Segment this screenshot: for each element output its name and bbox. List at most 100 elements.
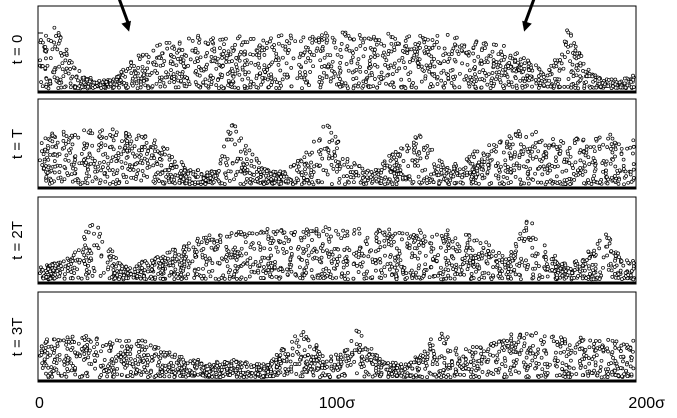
point xyxy=(481,245,486,250)
point xyxy=(305,178,310,182)
point xyxy=(274,51,279,56)
point xyxy=(556,164,560,169)
point xyxy=(631,338,636,343)
point xyxy=(134,81,139,86)
point xyxy=(560,169,565,174)
point xyxy=(184,178,189,183)
point xyxy=(209,80,214,84)
point xyxy=(111,255,116,259)
point xyxy=(447,168,452,173)
point xyxy=(370,374,375,379)
point xyxy=(471,51,475,56)
point xyxy=(528,153,533,158)
point xyxy=(187,176,192,181)
point xyxy=(92,269,97,273)
point xyxy=(476,54,481,59)
point xyxy=(156,345,161,350)
point xyxy=(116,151,121,155)
point xyxy=(66,339,71,344)
point xyxy=(536,277,541,281)
point xyxy=(314,231,319,236)
point xyxy=(255,231,259,236)
point xyxy=(621,263,626,268)
point xyxy=(545,171,550,175)
point xyxy=(226,83,230,88)
point xyxy=(308,36,312,41)
point xyxy=(234,56,239,60)
point xyxy=(293,272,298,277)
point xyxy=(425,66,430,71)
point xyxy=(210,171,215,176)
point xyxy=(491,265,495,269)
point xyxy=(199,362,204,366)
point xyxy=(471,45,476,50)
point xyxy=(597,76,602,81)
point xyxy=(110,155,115,160)
point xyxy=(77,260,82,265)
point xyxy=(483,46,487,51)
point xyxy=(234,62,238,67)
point xyxy=(452,276,457,281)
point xyxy=(49,168,54,173)
point xyxy=(418,45,422,50)
point xyxy=(233,245,237,250)
point xyxy=(455,249,459,254)
point xyxy=(155,255,160,259)
point xyxy=(219,84,224,89)
point xyxy=(487,243,492,248)
point xyxy=(101,152,105,157)
point xyxy=(610,150,615,155)
point xyxy=(463,360,468,365)
point xyxy=(448,68,453,73)
point xyxy=(252,173,256,177)
point xyxy=(97,160,102,165)
point xyxy=(534,63,538,68)
point xyxy=(196,59,200,63)
point xyxy=(610,338,615,343)
point xyxy=(128,168,132,172)
point xyxy=(453,268,458,272)
point xyxy=(362,36,367,41)
point xyxy=(418,135,423,139)
point xyxy=(471,260,475,264)
point xyxy=(102,160,106,164)
point xyxy=(152,175,157,179)
point xyxy=(536,149,541,154)
point xyxy=(164,70,168,75)
point xyxy=(524,355,529,360)
point xyxy=(204,83,208,88)
point xyxy=(206,41,210,46)
point xyxy=(145,166,150,170)
point xyxy=(211,76,215,80)
point xyxy=(374,268,378,273)
point xyxy=(324,232,329,237)
point xyxy=(404,271,409,275)
point xyxy=(96,148,101,153)
point xyxy=(70,259,75,263)
point xyxy=(621,164,626,168)
point xyxy=(218,240,223,245)
point xyxy=(287,48,291,52)
point xyxy=(581,149,586,154)
point xyxy=(545,84,550,89)
point xyxy=(469,276,474,281)
point xyxy=(592,144,596,149)
point xyxy=(619,152,624,156)
point xyxy=(466,78,470,83)
point xyxy=(114,264,118,269)
point xyxy=(464,232,468,237)
panel-0: t = 0 xyxy=(9,0,637,94)
point xyxy=(333,45,338,50)
point xyxy=(486,166,491,171)
point xyxy=(490,49,495,54)
point xyxy=(477,181,481,186)
point xyxy=(142,353,146,357)
point xyxy=(153,149,157,154)
point xyxy=(151,163,156,168)
point xyxy=(108,181,112,186)
point xyxy=(270,60,275,65)
point xyxy=(385,73,390,78)
point xyxy=(424,63,429,68)
point xyxy=(480,176,485,181)
point xyxy=(572,268,577,272)
